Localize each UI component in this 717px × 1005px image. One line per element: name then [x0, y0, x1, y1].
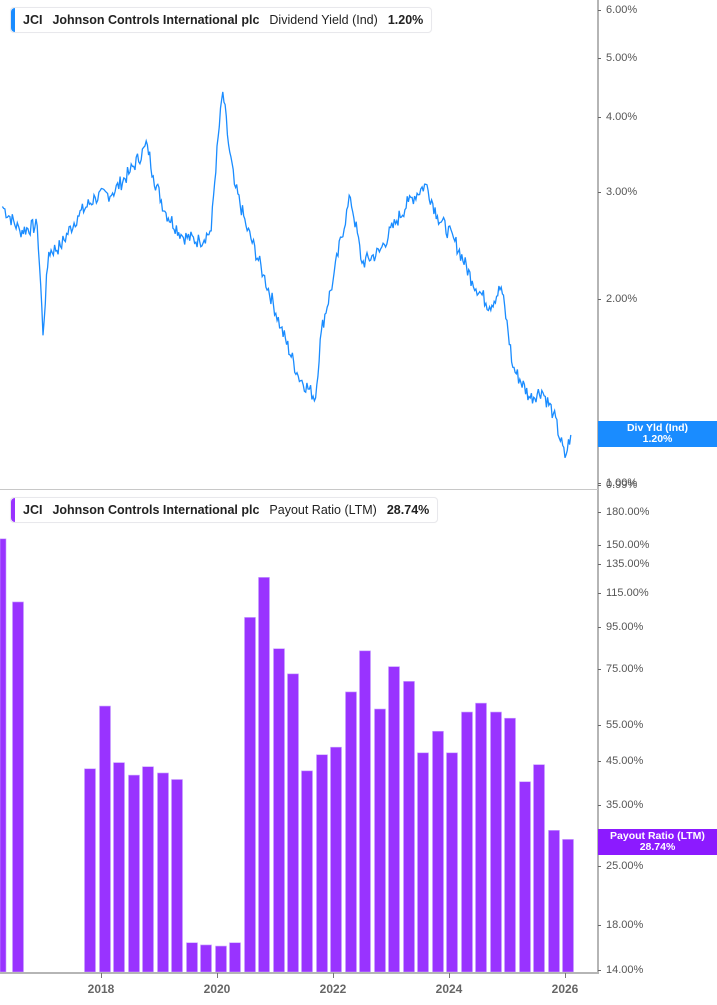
- payout-bar: [157, 772, 169, 973]
- x-tick: [217, 973, 218, 978]
- payout-bar: [461, 711, 473, 973]
- payout-bar: [128, 774, 140, 973]
- payout-bar: [113, 762, 125, 973]
- payout-bar: [548, 830, 560, 973]
- x-tick-label: 2020: [203, 982, 231, 996]
- y-tick-label: 5.00%: [597, 52, 638, 64]
- y-tick-label: 180.00%: [597, 506, 650, 518]
- payout-bar: [215, 945, 227, 973]
- legend-metric: Payout Ratio (LTM): [269, 503, 377, 517]
- payout-bar: [446, 752, 458, 973]
- y-tick-label: 95.00%: [597, 621, 644, 633]
- x-axis-line: [0, 972, 599, 974]
- y-tick-label: 25.00%: [597, 860, 644, 872]
- payout-bar: [417, 752, 429, 973]
- y-tick-label: 1.00%: [597, 477, 638, 489]
- payout-bar: [186, 942, 198, 973]
- y-tick-label: 35.00%: [597, 799, 644, 811]
- legend-value: 1.20%: [387, 13, 424, 27]
- payout-bar: [388, 666, 400, 973]
- payout-bar: [0, 538, 7, 973]
- payout-bar: [490, 711, 502, 973]
- dividend-yield-line-chart: [1, 91, 572, 459]
- y-tick-label: 14.00%: [597, 964, 644, 976]
- payout-bar: [533, 764, 545, 973]
- y-tick-label: 115.00%: [598, 587, 649, 599]
- y-tick-label: 4.00%: [597, 111, 638, 123]
- payout-bar: [273, 648, 285, 973]
- tag-value: 1.20%: [642, 433, 673, 445]
- legend-color-swatch: [11, 8, 15, 32]
- payout-bar: [84, 768, 96, 973]
- payout-bar: [316, 754, 328, 973]
- current-value-tag: Payout Ratio (LTM) 28.74%: [598, 829, 717, 855]
- payout-bar: [171, 779, 183, 973]
- legend-value: 28.74%: [386, 503, 430, 517]
- x-tick-label: 2022: [319, 982, 347, 996]
- payout-bar: [475, 702, 487, 973]
- y-tick-label: 0.99%: [597, 479, 638, 491]
- tag-label: Payout Ratio (LTM): [610, 830, 705, 842]
- payout-bar: [330, 746, 342, 973]
- x-tick: [449, 973, 450, 978]
- legend-ticker: JCI: [23, 503, 43, 517]
- y-tick-label: 135.00%: [597, 558, 650, 570]
- legend-metric: Dividend Yield (Ind): [269, 13, 378, 27]
- x-tick-label: 2024: [435, 982, 463, 996]
- payout-bar: [99, 705, 111, 973]
- y-tick-label: 55.00%: [597, 719, 644, 731]
- y-tick-label: 6.00%: [597, 4, 638, 16]
- y-axis-line: [597, 0, 599, 490]
- payout-bar: [200, 944, 212, 973]
- payout-bar: [374, 708, 386, 973]
- payout-bar: [359, 650, 371, 973]
- y-tick-label: 150.00%: [597, 539, 650, 551]
- x-tick: [101, 973, 102, 978]
- x-tick-label: 2026: [551, 982, 579, 996]
- dividend-yield-line: [1, 91, 572, 459]
- y-tick-label: 2.00%: [597, 293, 638, 305]
- dividend-yield-legend[interactable]: JCI Johnson Controls International plc D…: [10, 7, 433, 33]
- y-tick-label: 45.00%: [597, 755, 644, 767]
- current-value-tag: Div Yld (Ind) 1.20%: [598, 421, 717, 447]
- legend-company: Johnson Controls International plc: [52, 13, 260, 27]
- panel-divider: [0, 489, 598, 490]
- payout-bar: [142, 766, 154, 973]
- payout-bar: [504, 717, 516, 973]
- payout-bar: [12, 601, 24, 973]
- y-tick-label: 75.00%: [597, 663, 644, 675]
- payout-bar: [519, 781, 531, 973]
- payout-bar: [345, 691, 357, 973]
- payout-bar: [403, 681, 415, 973]
- x-tick: [333, 973, 334, 978]
- dividend-yield-panel: JCI Johnson Controls International plc D…: [0, 0, 717, 491]
- payout-bar: [244, 617, 256, 973]
- payout-bar: [432, 730, 444, 973]
- legend-ticker: JCI: [23, 13, 43, 27]
- x-tick-label: 2018: [87, 982, 115, 996]
- payout-bar: [287, 673, 299, 973]
- x-tick: [565, 973, 566, 978]
- legend-company: Johnson Controls International plc: [52, 503, 260, 517]
- tag-value: 28.74%: [639, 841, 676, 853]
- payout-ratio-legend[interactable]: JCI Johnson Controls International plc P…: [10, 497, 439, 523]
- legend-color-swatch: [11, 498, 15, 522]
- y-tick-label: 3.00%: [597, 186, 638, 198]
- payout-bar: [258, 577, 270, 973]
- payout-bar: [301, 770, 313, 973]
- y-axis-line: [597, 490, 599, 972]
- tag-label: Div Yld (Ind): [626, 422, 689, 434]
- payout-bar: [562, 839, 574, 973]
- payout-bar: [229, 942, 241, 973]
- y-tick-label: 18.00%: [597, 919, 644, 931]
